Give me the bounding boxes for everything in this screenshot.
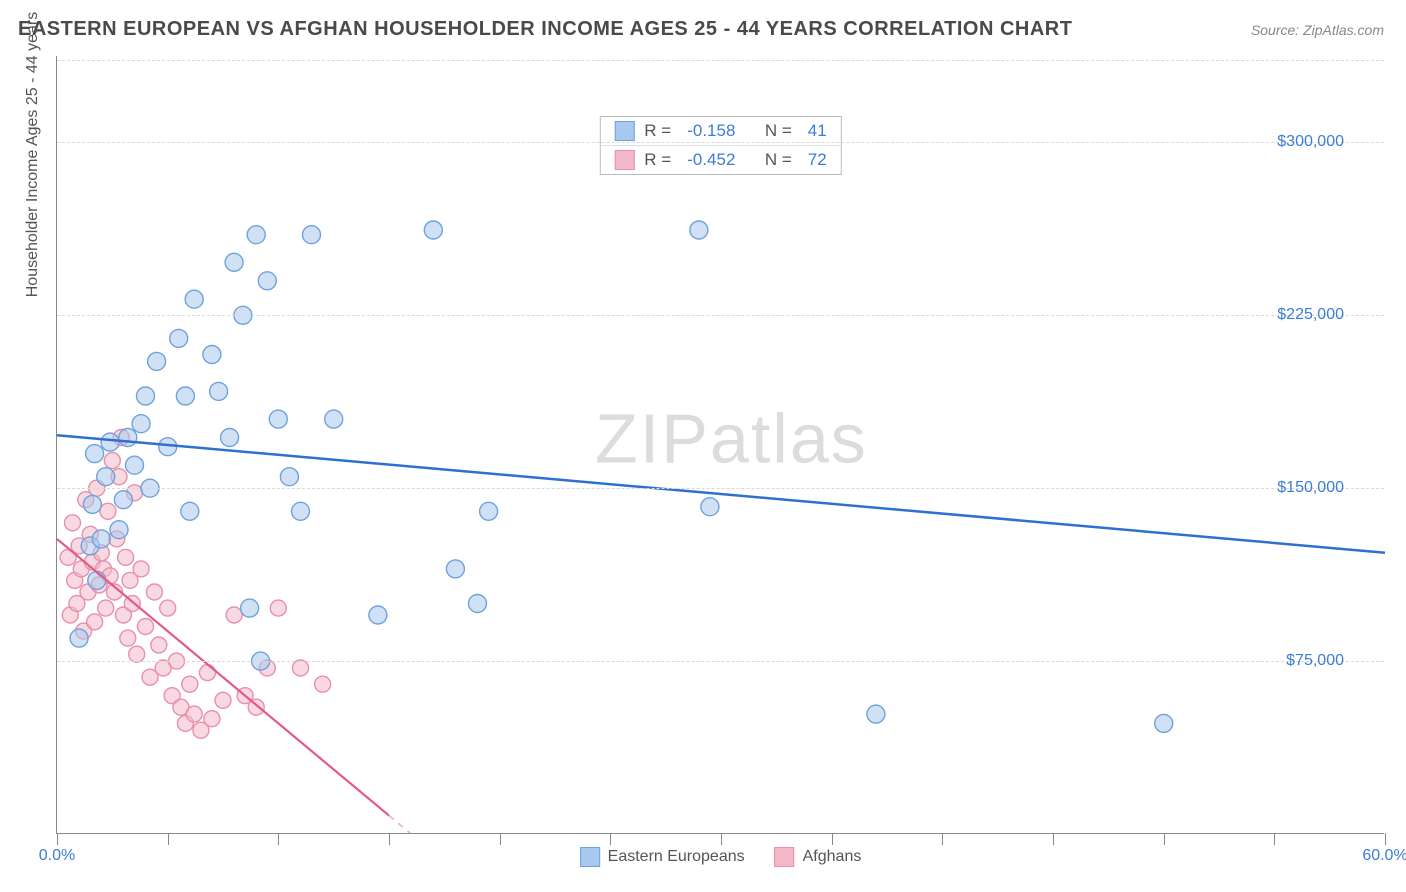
swatch-series-2 xyxy=(614,150,634,170)
y-tick-label: $300,000 xyxy=(1277,133,1344,151)
correlation-legend: R = -0.158 N = 41 R = -0.452 N = 72 xyxy=(599,116,841,175)
y-tick-label: $75,000 xyxy=(1286,652,1344,670)
legend-item-1: Eastern Europeans xyxy=(580,847,745,867)
r-label: R = xyxy=(644,150,671,170)
x-tick-label: 60.0% xyxy=(1362,847,1406,865)
n-label: N = xyxy=(765,150,792,170)
n-value-1: 41 xyxy=(808,121,827,141)
y-axis-label: Householder Income Ages 25 - 44 years xyxy=(24,12,42,298)
swatch-series-2 xyxy=(775,847,795,867)
legend-label-2: Afghans xyxy=(803,848,862,866)
swatch-series-1 xyxy=(580,847,600,867)
plot-area: ZIPatlas R = -0.158 N = 41 R = -0.452 N … xyxy=(56,56,1384,834)
swatch-series-1 xyxy=(614,121,634,141)
legend-row-series-1: R = -0.158 N = 41 xyxy=(600,117,840,145)
r-value-1: -0.158 xyxy=(687,121,735,141)
r-value-2: -0.452 xyxy=(687,150,735,170)
legend-label-1: Eastern Europeans xyxy=(608,848,745,866)
r-label: R = xyxy=(644,121,671,141)
n-value-2: 72 xyxy=(808,150,827,170)
n-label: N = xyxy=(765,121,792,141)
chart-container: EASTERN EUROPEAN VS AFGHAN HOUSEHOLDER I… xyxy=(0,0,1406,892)
x-tick-label: 0.0% xyxy=(39,847,75,865)
y-tick-label: $225,000 xyxy=(1277,306,1344,324)
source-attribution: Source: ZipAtlas.com xyxy=(1251,22,1384,38)
series-legend: Eastern Europeans Afghans xyxy=(580,847,862,867)
chart-title: EASTERN EUROPEAN VS AFGHAN HOUSEHOLDER I… xyxy=(18,18,1072,41)
legend-row-series-2: R = -0.452 N = 72 xyxy=(600,145,840,174)
legend-item-2: Afghans xyxy=(775,847,862,867)
y-tick-label: $150,000 xyxy=(1277,479,1344,497)
